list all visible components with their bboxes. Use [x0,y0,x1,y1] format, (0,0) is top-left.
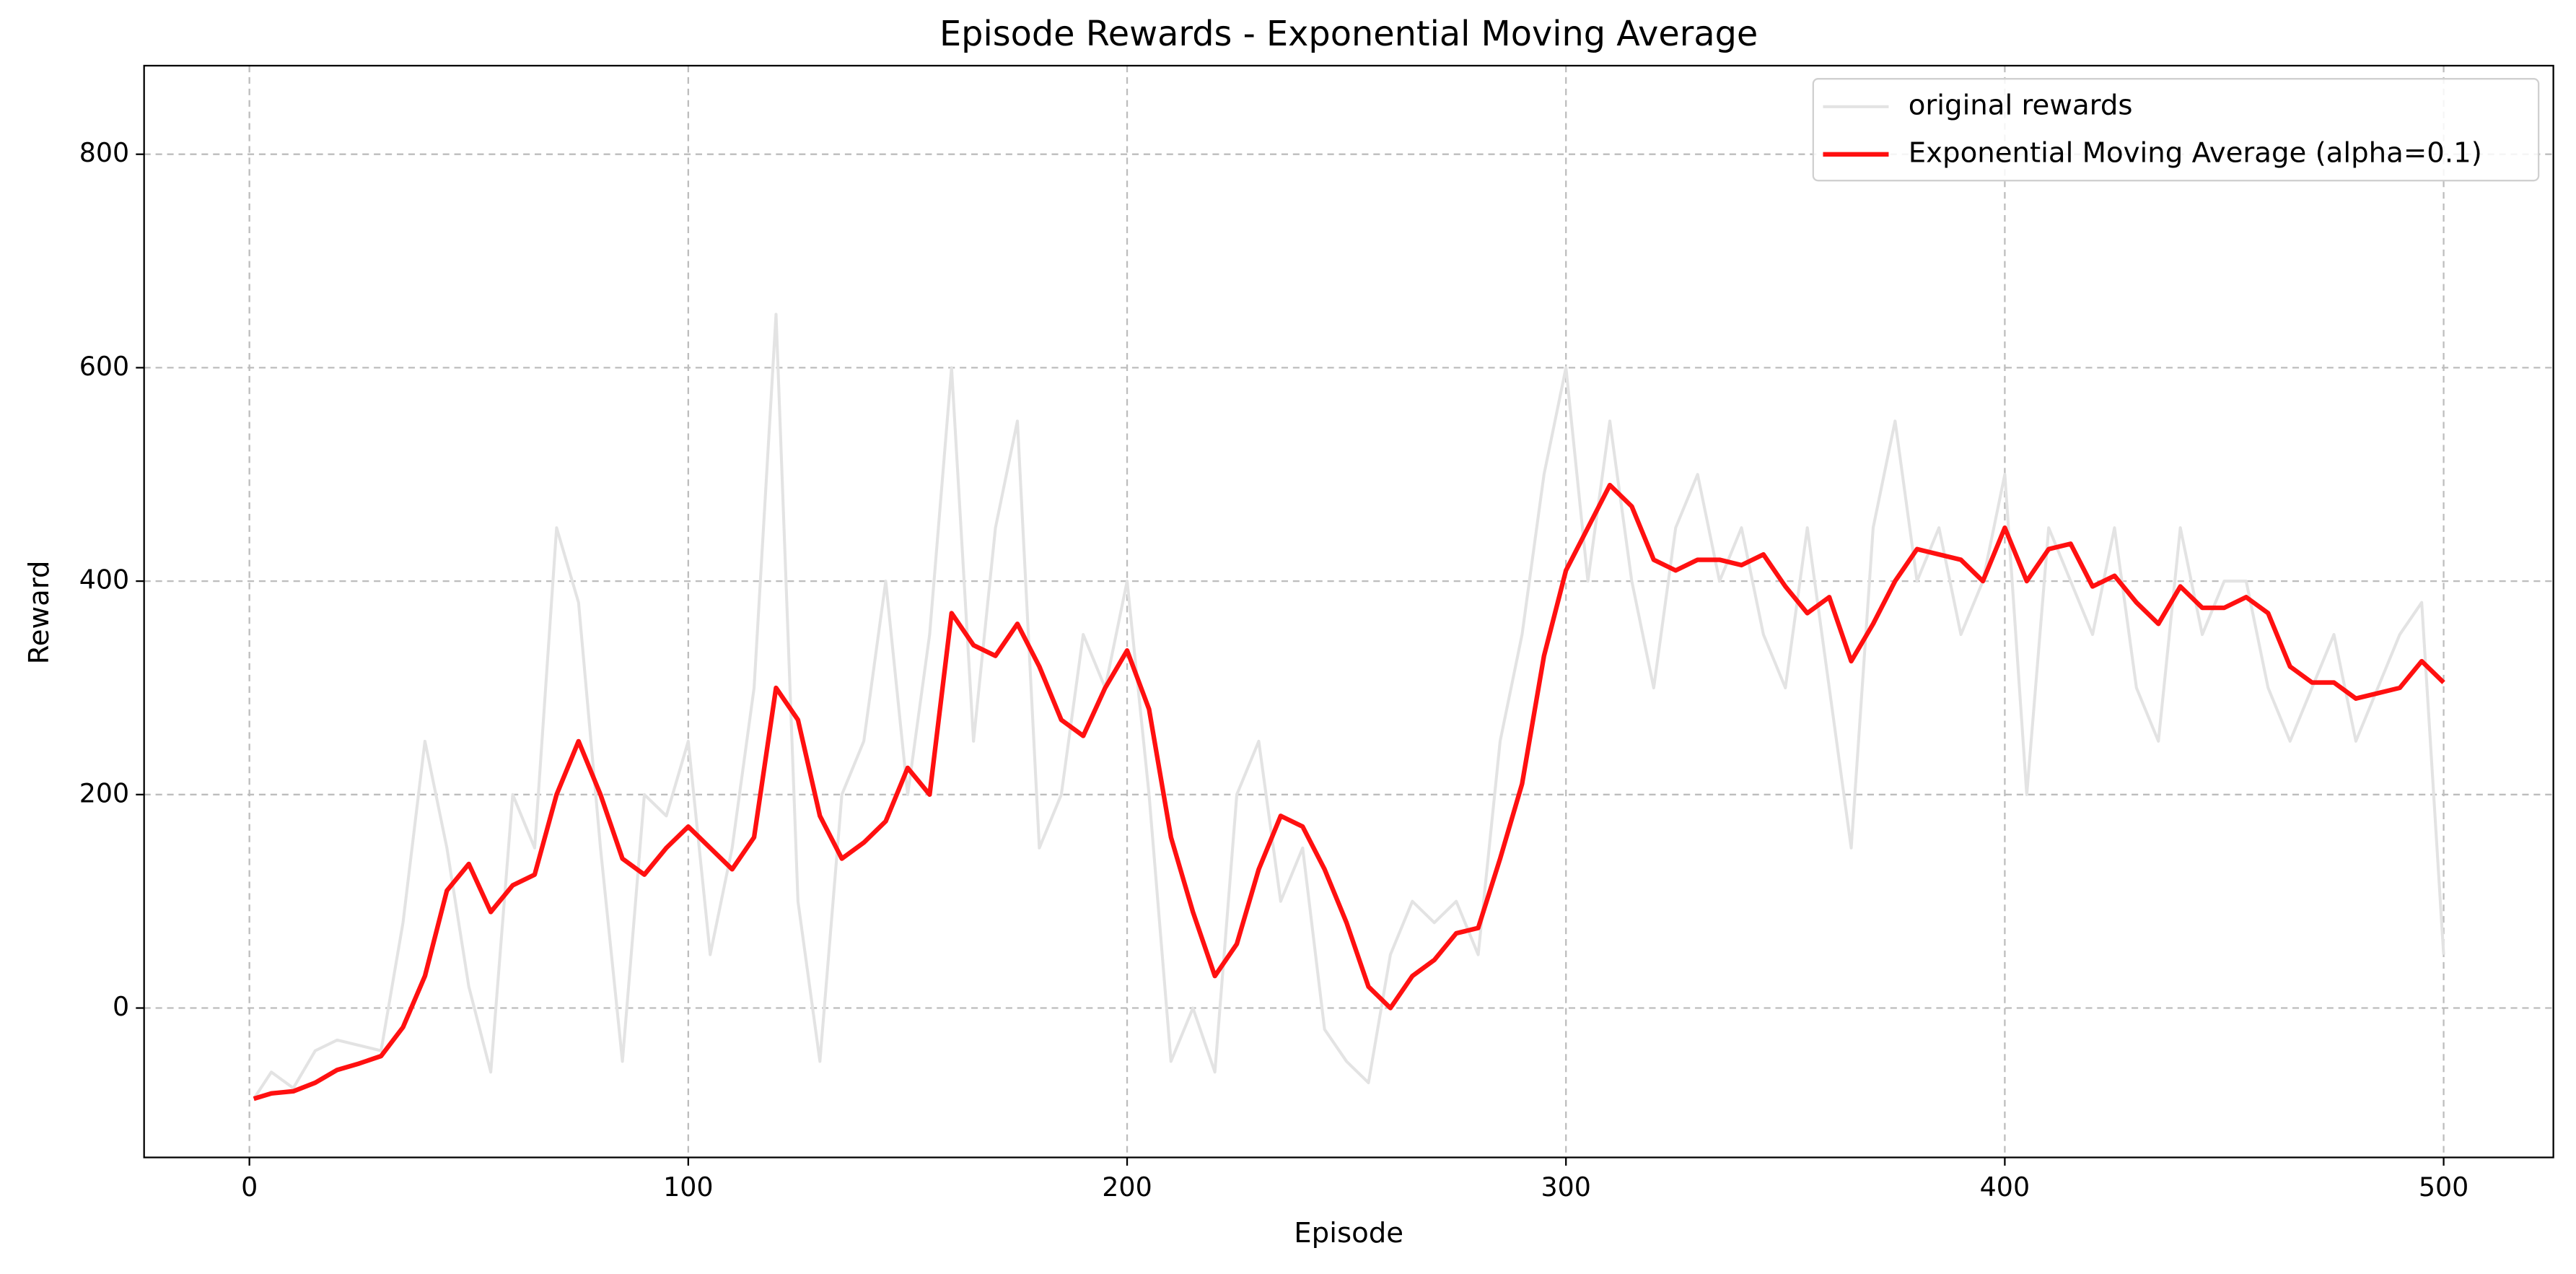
legend: original rewards Exponential Moving Avera… [1812,78,2540,182]
x-tick-label: 400 [1980,1172,2030,1203]
y-axis-label: Reward [23,560,56,664]
y-tick-label: 200 [79,777,129,808]
x-axis-label: Episode [1294,1217,1403,1249]
legend-label: original rewards [1909,89,2133,121]
legend-label: Exponential Moving Average (alpha=0.1) [1909,136,2482,169]
plot-frame [143,64,2554,1159]
x-tick-label: 0 [241,1172,258,1203]
x-tick-label: 100 [663,1172,713,1203]
x-tick-label: 500 [2419,1172,2468,1203]
x-tick-label: 300 [1541,1172,1590,1203]
y-tick-label: 400 [79,564,129,595]
series-line [253,482,2445,1101]
chart-title: Episode Rewards - Exponential Moving Ave… [939,14,1758,54]
x-tick-label: 200 [1102,1172,1152,1203]
y-tick-label: 800 [79,137,129,168]
y-tick-label: 600 [79,351,129,382]
legend-box [1812,78,2540,182]
series-line [253,313,2445,1100]
y-tick-label: 0 [113,991,129,1022]
